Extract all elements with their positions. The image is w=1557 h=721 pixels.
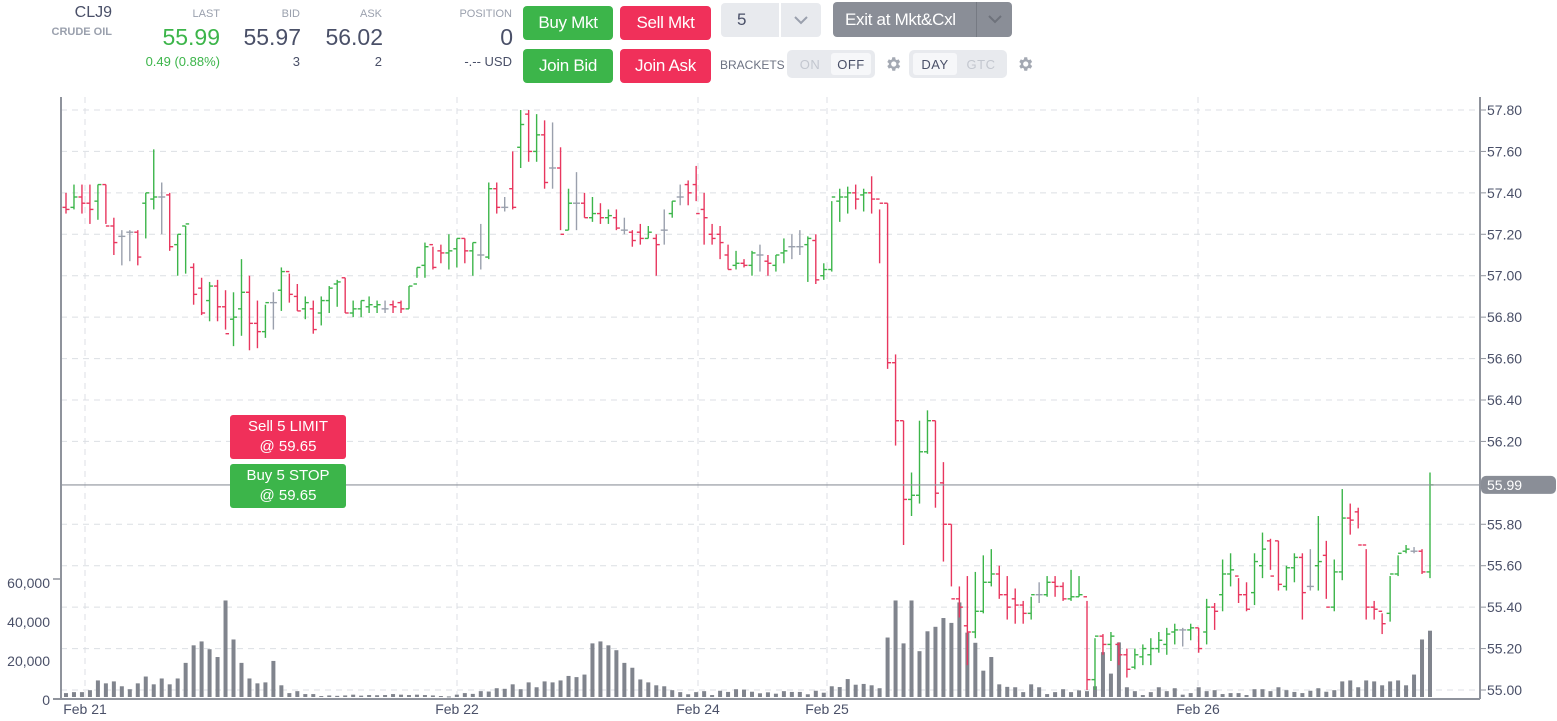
svg-text:57.40: 57.40	[1487, 185, 1522, 201]
order-line2: @ 59.65	[259, 487, 317, 504]
svg-text:Feb 21: Feb 21	[63, 701, 107, 717]
chart-axes: 57.80 57.60 57.40 57.20 57.00 56.80 56.60 56.40…	[7, 97, 1556, 717]
svg-text:57.20: 57.20	[1487, 226, 1522, 242]
price-chart[interactable]: 57.80 57.60 57.40 57.20 57.00 56.80 56.60 56.40…	[0, 90, 1557, 721]
svg-text:55.60: 55.60	[1487, 558, 1522, 574]
svg-text:0: 0	[42, 692, 50, 708]
bid-label: BID	[281, 8, 300, 20]
svg-text:55.00: 55.00	[1487, 682, 1522, 698]
ohlc-bars	[62, 110, 1434, 690]
volume-bars	[64, 600, 1432, 698]
order-line1: Sell 5 LIMIT	[247, 418, 329, 435]
brackets-toggle[interactable]: ON OFF	[787, 50, 875, 78]
join-bid-button[interactable]: Join Bid	[523, 49, 613, 83]
divider	[976, 2, 977, 37]
brackets-on-option[interactable]: ON	[799, 56, 821, 72]
order-line1: Buy 5 STOP	[246, 467, 330, 484]
svg-text:56.40: 56.40	[1487, 392, 1522, 408]
svg-text:55.99: 55.99	[1487, 477, 1522, 493]
svg-text:40,000: 40,000	[7, 614, 50, 630]
ask-price: 56.02	[325, 24, 383, 50]
position-value: 0	[500, 24, 513, 50]
svg-text:56.60: 56.60	[1487, 351, 1522, 367]
svg-text:60,000: 60,000	[7, 575, 50, 591]
last-label: LAST	[192, 8, 220, 20]
buy-market-button[interactable]: Buy Mkt	[523, 6, 613, 40]
price-change: 0.49 (0.88%)	[145, 54, 220, 69]
svg-text:55.80: 55.80	[1487, 516, 1522, 532]
exit-at-market-button[interactable]: Exit at Mkt&Cxl	[833, 2, 1012, 37]
svg-text:57.80: 57.80	[1487, 102, 1522, 118]
svg-text:Feb 26: Feb 26	[1176, 701, 1220, 717]
exit-label: Exit at Mkt&Cxl	[845, 10, 956, 29]
tif-gtc-option[interactable]: GTC	[966, 56, 996, 72]
ask-size: 2	[374, 54, 382, 69]
chart-grid	[61, 97, 1480, 697]
bid-price: 55.97	[243, 24, 301, 50]
join-ask-button[interactable]: Join Ask	[620, 49, 711, 83]
last-price: 55.99	[162, 24, 220, 50]
svg-text:55.40: 55.40	[1487, 599, 1522, 615]
divider	[779, 3, 781, 37]
brackets-settings-gear-icon[interactable]	[884, 55, 902, 73]
instrument-symbol: CLJ9	[74, 4, 112, 21]
sell-limit-order-tag[interactable]: Sell 5 LIMIT @ 59.65	[230, 415, 346, 459]
svg-text:Feb 22: Feb 22	[435, 701, 479, 717]
brackets-label: BRACKETS	[720, 58, 785, 72]
svg-text:Feb 24: Feb 24	[676, 701, 720, 717]
quantity-selector[interactable]: 5	[721, 3, 821, 37]
trading-toolbar: CLJ9 CRUDE OIL LAST 55.99 0.49 (0.88%) B…	[0, 0, 1557, 90]
bid-size: 3	[292, 54, 300, 69]
quantity-value: 5	[737, 10, 747, 29]
svg-text:56.80: 56.80	[1487, 309, 1522, 325]
svg-text:57.60: 57.60	[1487, 143, 1522, 159]
chevron-down-icon[interactable]	[977, 2, 1012, 37]
brackets-off-option[interactable]: OFF	[831, 53, 871, 75]
time-in-force-toggle[interactable]: DAY GTC	[909, 50, 1007, 78]
instrument-name: CRUDE OIL	[51, 26, 113, 38]
svg-text:20,000: 20,000	[7, 653, 50, 669]
ask-label: ASK	[359, 8, 382, 20]
svg-text:55.20: 55.20	[1487, 641, 1522, 657]
tif-day-option[interactable]: DAY	[913, 53, 957, 75]
order-line2: @ 59.65	[259, 438, 317, 455]
svg-text:Feb 25: Feb 25	[805, 701, 849, 717]
svg-text:56.20: 56.20	[1487, 433, 1522, 449]
tif-settings-gear-icon[interactable]	[1016, 55, 1034, 73]
position-label: POSITION	[459, 8, 512, 20]
position-pnl: -.-- USD	[464, 54, 512, 69]
sell-market-button[interactable]: Sell Mkt	[620, 6, 711, 40]
buy-stop-order-tag[interactable]: Buy 5 STOP @ 59.65	[230, 464, 346, 508]
svg-text:57.00: 57.00	[1487, 268, 1522, 284]
chevron-down-icon[interactable]	[781, 3, 821, 37]
